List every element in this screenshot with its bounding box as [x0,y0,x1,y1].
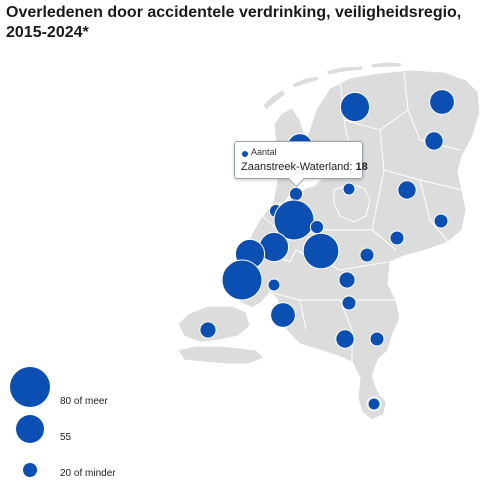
bubble-zeeland[interactable] [199,321,217,339]
bubble-twente[interactable] [433,213,449,229]
bubble-brabant-noord[interactable] [338,271,356,289]
bubble-groningen[interactable] [429,89,455,115]
map-title: Overledenen door accidentele verdrinking… [6,4,462,41]
bubble-layer [199,89,455,412]
bubble-utrecht[interactable] [302,232,340,270]
bubble-rotterdam-rijnmond[interactable] [221,259,263,301]
bubble-limburg-noord[interactable] [335,329,355,349]
bubble-frysl-n[interactable] [339,91,371,123]
bubble-gelderland-midden[interactable] [359,247,375,263]
legend-bubble-small [23,463,37,477]
legend-bubble-large [10,367,50,407]
tooltip-region: Zaanstreek-Waterland [241,161,350,173]
legend-label-small: 20 of minder [60,468,116,479]
legend-bubble-medium [16,415,44,443]
legend-label-large: 80 of meer [60,396,108,407]
bubble-amsterdam-amstelland[interactable] [273,199,315,241]
bubble-flevoland[interactable] [342,182,356,196]
bubble-zuid-limburg-zuid[interactable] [367,397,381,411]
tooltip-separator: : [349,161,356,173]
tooltip-series-dot [242,151,248,157]
bubble-ijsselland[interactable] [397,180,417,200]
tooltip: Aantal Zaanstreek-Waterland: 18 [234,141,368,179]
bubble-brabant-zuidoost[interactable] [369,331,385,347]
tooltip-value-line: Zaanstreek-Waterland: 18 [241,161,368,173]
bubble-midden-en-west-brabant[interactable] [270,302,296,328]
bubble-noord-en-oost-gelderland[interactable] [389,230,405,246]
tooltip-value: 18 [355,161,368,173]
bubble-drenthe[interactable] [424,131,444,151]
bubble-zuid-holland-zuid[interactable] [267,278,281,292]
bubble-gelderland-zuid[interactable] [341,295,357,311]
legend-label-medium: 55 [60,432,72,443]
tooltip-series-label: Aantal [251,147,277,157]
